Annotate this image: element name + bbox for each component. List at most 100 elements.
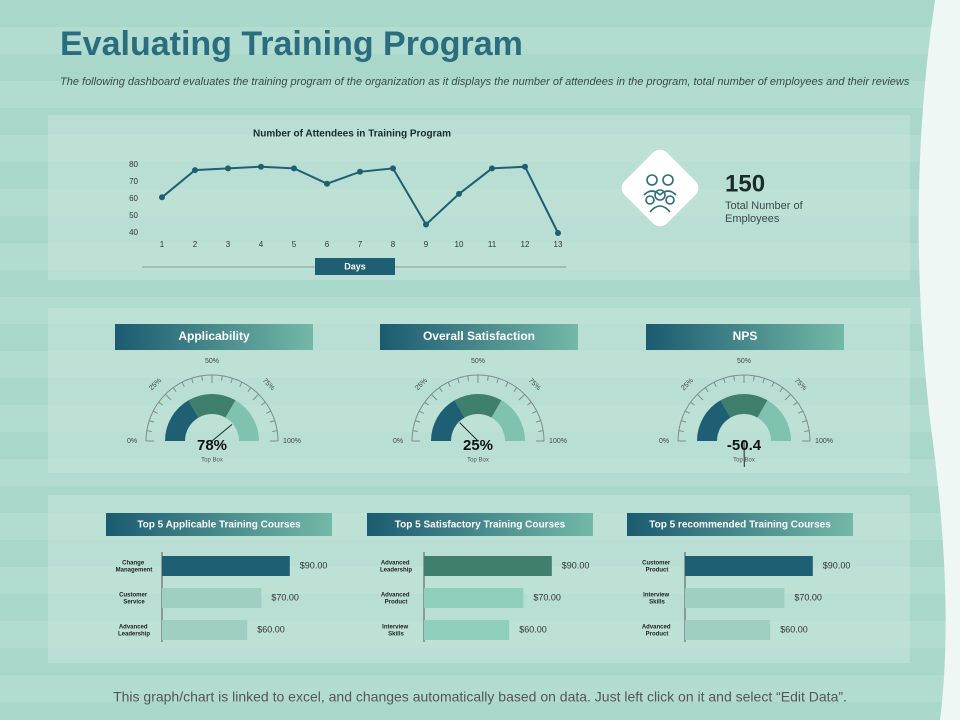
bar-value-label: $90.00 <box>300 560 328 570</box>
gauge-minor-tick <box>181 381 185 387</box>
gauge-minor-tick <box>713 381 717 387</box>
gauge-tick-label: 0% <box>393 438 403 445</box>
bar <box>162 556 290 576</box>
gauge-minor-tick <box>535 420 541 423</box>
subtitle-box: The following dashboard evaluates the tr… <box>60 76 909 88</box>
gauge-band <box>454 394 502 418</box>
bar-value-label: $70.00 <box>271 592 299 602</box>
bar <box>424 556 552 576</box>
point <box>555 230 561 236</box>
bar-value-label: $90.00 <box>823 560 851 570</box>
gauge-band <box>431 400 466 442</box>
gauge-minor-tick <box>784 393 792 401</box>
gauge-band <box>165 400 200 442</box>
bar-category-label: Advanced Product <box>642 624 672 637</box>
gauge-minor-tick <box>733 375 735 381</box>
point <box>489 165 495 172</box>
x-tick-label: 5 <box>292 240 297 249</box>
gauge-minor-tick <box>424 401 429 406</box>
gauge-band <box>756 400 791 442</box>
gauge-minor-tick <box>678 430 684 432</box>
x-tick-label: 8 <box>391 240 396 249</box>
bar-value-label: $70.00 <box>533 592 561 602</box>
footer: This graph/chart is linked to excel, and… <box>113 689 847 705</box>
gauge-minor-tick <box>513 387 518 392</box>
gauge-minor-tick <box>538 430 544 432</box>
gauge-tick-label: 100% <box>549 438 567 445</box>
x-tick-label: 11 <box>488 240 497 249</box>
bar-chart-title: Top 5 recommended Training Courses <box>649 520 831 531</box>
bar-value-label: $60.00 <box>780 624 808 634</box>
gauge-minor-tick <box>793 401 798 406</box>
bar-category-label: Advanced Product <box>381 592 411 605</box>
gauge-minor-tick <box>221 375 223 381</box>
bar-header <box>367 513 593 536</box>
gauge-minor-tick <box>527 401 532 406</box>
kpi-label-box: Total Number of Employees <box>725 200 803 225</box>
gauge-minor-tick <box>771 381 775 387</box>
gauge-minor-tick <box>684 410 690 414</box>
gauge-minor-tick <box>496 378 499 384</box>
x-tick-label: 2 <box>193 240 198 249</box>
y-tick-label: 80 <box>129 160 138 169</box>
x-tick-label: 6 <box>325 240 330 249</box>
point <box>324 180 330 187</box>
gauge-title: NPS <box>733 329 758 343</box>
point <box>159 194 165 201</box>
gauge-band <box>490 400 525 442</box>
x-tick-label: 9 <box>424 240 429 249</box>
gauge-minor-tick <box>272 430 278 432</box>
gauge-minor-tick <box>430 393 438 401</box>
kpi-icon <box>621 149 699 227</box>
point <box>456 190 462 197</box>
gauge-minor-tick <box>239 381 243 387</box>
gauge-minor-tick <box>418 410 424 414</box>
y-tick-label: 60 <box>129 194 138 203</box>
x-tick-label: 4 <box>259 240 264 249</box>
y-tick-label: 70 <box>129 177 138 186</box>
gauge-value: -50.4 <box>727 437 762 454</box>
gauge-minor-tick <box>158 401 163 406</box>
point <box>192 167 198 174</box>
gauge-band <box>697 400 732 442</box>
gauge-minor-tick <box>518 393 526 401</box>
gauge-tick-label: 100% <box>283 438 301 445</box>
gauge-minor-tick <box>804 430 810 432</box>
gauge-minor-tick <box>487 375 489 381</box>
bar <box>162 620 248 640</box>
gauge-tick-label: 50% <box>205 358 219 365</box>
gauge-minor-tick <box>412 430 418 432</box>
bar <box>424 588 524 608</box>
point <box>423 221 429 228</box>
gauge-minor-tick <box>164 393 172 401</box>
gauge-tick-label: 50% <box>471 358 485 365</box>
gauge-title: Applicability <box>178 329 250 343</box>
bar-category-label: Interview Skills <box>643 592 671 605</box>
gauge-minor-tick <box>779 387 784 392</box>
gauge-band <box>720 394 768 418</box>
gauge-sublabel: Top Box <box>201 458 223 464</box>
gauge-sublabel: Top Box <box>467 458 489 464</box>
gauge-needle <box>459 422 479 442</box>
bar-value-label: $70.00 <box>794 592 822 602</box>
bar <box>162 588 262 608</box>
gauge-minor-tick <box>146 430 152 432</box>
gauge-minor-tick <box>172 387 177 392</box>
gauge-minor-tick <box>681 420 687 423</box>
gauge-minor-tick <box>201 375 203 381</box>
gauge-minor-tick <box>467 375 469 381</box>
gauge-title: Overall Satisfaction <box>423 329 535 343</box>
x-axis-label-box <box>315 258 395 275</box>
x-tick-label: 10 <box>455 240 464 249</box>
bar-value-label: $90.00 <box>562 560 590 570</box>
bar-value-label: $60.00 <box>519 624 547 634</box>
bar-category-label: Change Management <box>116 560 153 573</box>
gauge-minor-tick <box>801 420 807 423</box>
gauge-minor-tick <box>704 387 709 392</box>
gauge-minor-tick <box>252 393 260 401</box>
x-tick-label: 1 <box>160 240 165 249</box>
gauge-minor-tick <box>690 401 695 406</box>
gauge-minor-tick <box>415 420 421 423</box>
point <box>258 163 264 170</box>
